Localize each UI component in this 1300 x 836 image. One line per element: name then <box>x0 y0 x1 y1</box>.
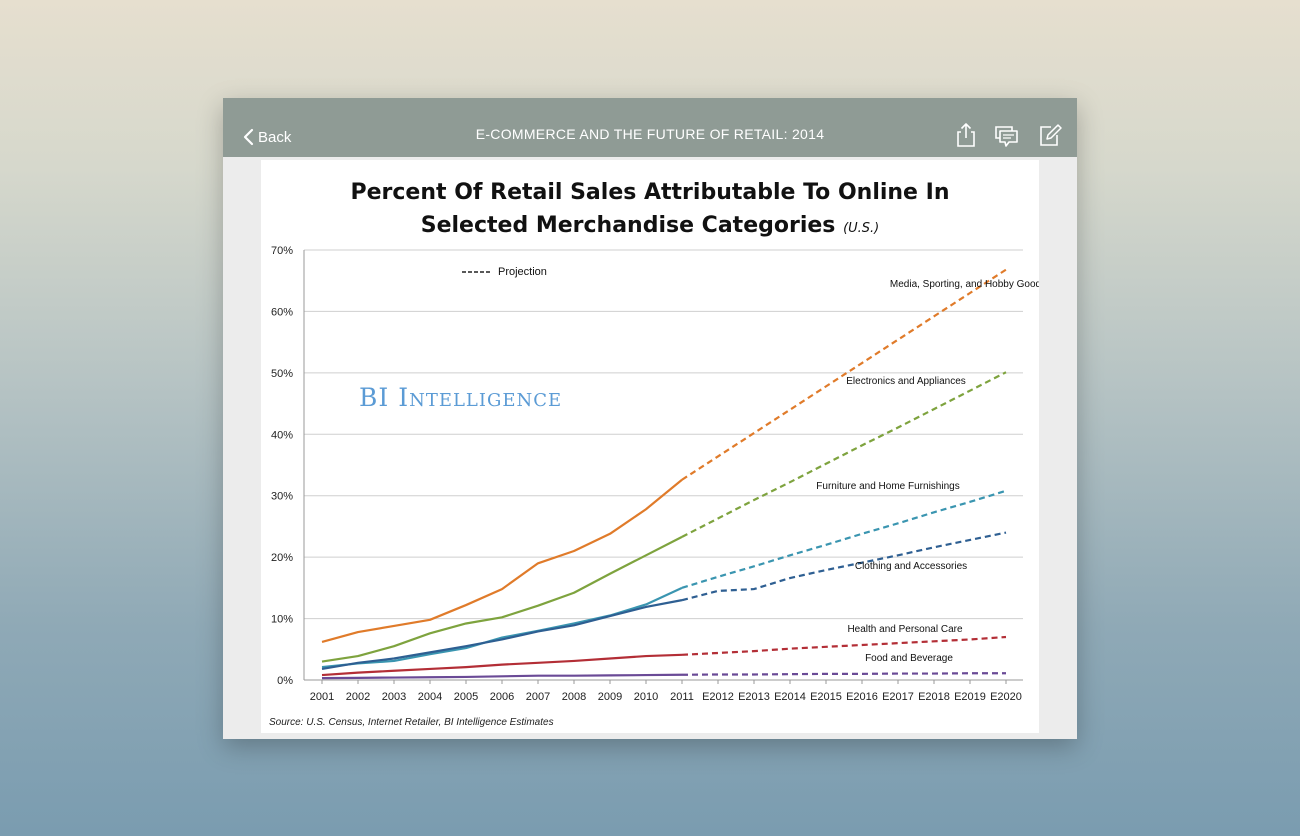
x-tick-label: 2002 <box>346 691 370 703</box>
x-tick-label: E2017 <box>882 691 914 703</box>
series-label: Health and Personal Care <box>847 624 963 635</box>
comment-icon[interactable] <box>994 122 1020 148</box>
x-tick-label: E2012 <box>702 691 734 703</box>
x-tick-label: E2013 <box>738 691 770 703</box>
x-tick-label: 2001 <box>310 691 334 703</box>
y-tick-label: 0% <box>277 675 293 687</box>
line-chart: 0% 10% 20% 30% 40% 50% 60% 70% 2001 2002 2003 2004 2… <box>269 245 1039 728</box>
series-line-actual-1 <box>321 535 683 663</box>
document-title: E-COMMERCE AND THE FUTURE OF RETAIL: 201… <box>475 126 825 142</box>
series-label: Food and Beverage <box>865 653 953 664</box>
share-icon[interactable] <box>954 122 978 148</box>
chevron-left-icon <box>243 128 254 146</box>
x-tick-label: E2019 <box>954 691 986 703</box>
presentation-viewer: Back E-COMMERCE AND THE FUTURE OF RETAIL… <box>223 98 1077 739</box>
y-tick-label: 70% <box>271 245 293 257</box>
back-label: Back <box>258 128 292 146</box>
x-tick-label: 2003 <box>382 691 406 703</box>
x-tick-label: E2016 <box>846 691 878 703</box>
y-tick-label: 30% <box>271 491 293 503</box>
series-line-projection-0 <box>681 268 1007 481</box>
series-label: Electronics and Appliances <box>846 376 966 387</box>
x-tick-label: 2005 <box>454 691 478 703</box>
chart-title: Percent Of Retail Sales Attributable To … <box>261 176 1039 245</box>
series-line-actual-5 <box>321 673 683 680</box>
series-line-projection-1 <box>681 371 1007 538</box>
legend-label: Projection <box>498 266 547 278</box>
series-line-projection-3 <box>681 531 1007 602</box>
series-line-projection-4 <box>681 635 1007 656</box>
x-tick-label: 2007 <box>526 691 550 703</box>
watermark-text: BI Intelligence <box>359 383 562 412</box>
x-tick-label: 2006 <box>490 691 514 703</box>
x-tick-label: 2004 <box>418 691 442 703</box>
x-tick-label: E2014 <box>774 691 806 703</box>
x-tick-label: E2020 <box>990 691 1022 703</box>
chart-title-line2: Selected Merchandise Categories <box>420 213 836 238</box>
series-label: Furniture and Home Furnishings <box>816 481 959 492</box>
series-line-actual-3 <box>321 599 683 671</box>
y-tick-label: 40% <box>271 429 293 441</box>
series-label: Media, Sporting, and Hobby Goods <box>890 279 1039 290</box>
x-tick-label: 2009 <box>598 691 622 703</box>
chart-title-line1: Percent Of Retail Sales Attributable To … <box>350 180 950 205</box>
y-tick-label: 10% <box>271 614 293 626</box>
x-tick-label: 2011 <box>670 691 694 703</box>
edit-icon[interactable] <box>1038 122 1062 148</box>
series-line-projection-5 <box>681 672 1006 676</box>
x-tick-label: 2010 <box>634 691 658 703</box>
chart-title-sub: (U.S.) <box>843 221 880 236</box>
chart-slide: Percent Of Retail Sales Attributable To … <box>261 160 1039 733</box>
series-label: Clothing and Accessories <box>855 561 967 572</box>
y-tick-label: 50% <box>271 368 293 380</box>
x-tick-label: E2015 <box>810 691 842 703</box>
x-tick-label: 2008 <box>562 691 586 703</box>
series-line-actual-4 <box>321 653 683 677</box>
series-line-actual-0 <box>321 478 683 643</box>
source-note: Source: U.S. Census, Internet Retailer, … <box>269 717 554 728</box>
back-button[interactable]: Back <box>243 126 291 148</box>
x-tick-label: E2018 <box>918 691 950 703</box>
y-tick-label: 20% <box>271 552 293 564</box>
y-tick-label: 60% <box>271 306 293 318</box>
top-toolbar: Back E-COMMERCE AND THE FUTURE OF RETAIL… <box>223 98 1077 157</box>
series-line-projection-2 <box>681 489 1007 589</box>
series-line-actual-2 <box>321 586 683 669</box>
